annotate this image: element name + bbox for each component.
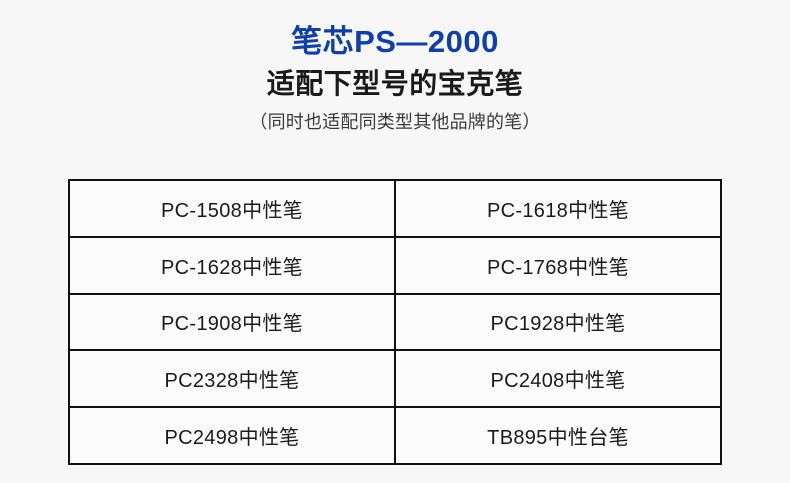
model-cell: TB895中性台笔 <box>394 406 722 465</box>
model-cell: PC2328中性笔 <box>68 349 396 409</box>
table-row: PC-1628中性笔 PC-1768中性笔 <box>68 235 722 295</box>
model-cell: PC1928中性笔 <box>394 292 722 352</box>
model-cell: PC-1628中性笔 <box>68 235 396 295</box>
page-title: 笔芯PS—2000 <box>291 24 499 59</box>
table-row: PC2498中性笔 TB895中性台笔 <box>68 406 722 465</box>
table-row: PC2328中性笔 PC2408中性笔 <box>68 349 722 409</box>
model-cell: PC2498中性笔 <box>68 406 396 465</box>
compatible-models-table: PC-1508中性笔 PC-1618中性笔 PC-1628中性笔 PC-1768… <box>68 179 722 465</box>
page-subtitle: 适配下型号的宝克笔 <box>266 67 524 99</box>
model-cell: PC-1908中性笔 <box>68 292 396 352</box>
compatibility-note: （同时也适配同类型其他品牌的笔） <box>249 111 541 132</box>
table-body: PC-1508中性笔 PC-1618中性笔 PC-1628中性笔 PC-1768… <box>68 179 722 465</box>
model-cell: PC2408中性笔 <box>394 349 722 409</box>
model-cell: PC-1768中性笔 <box>394 235 722 295</box>
table-row: PC-1908中性笔 PC1928中性笔 <box>68 292 722 352</box>
model-cell: PC-1618中性笔 <box>394 179 722 238</box>
table-row: PC-1508中性笔 PC-1618中性笔 <box>68 179 722 238</box>
header-block: 笔芯PS—2000 适配下型号的宝克笔 （同时也适配同类型其他品牌的笔） <box>0 0 790 133</box>
model-cell: PC-1508中性笔 <box>68 179 396 238</box>
model-table-container: PC-1508中性笔 PC-1618中性笔 PC-1628中性笔 PC-1768… <box>68 179 722 465</box>
